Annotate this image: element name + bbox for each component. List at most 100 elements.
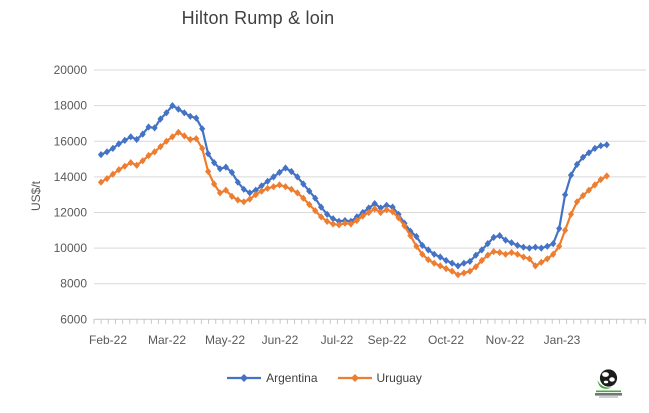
data-point-marker-argentina [133,135,140,144]
data-point-marker-argentina [544,242,551,250]
data-point-marker-argentina [484,240,491,248]
data-point-marker-argentina [216,165,224,173]
data-point-marker-uruguay [133,161,140,169]
legend-marker-uruguay [337,374,372,382]
data-point-marker-uruguay [335,221,343,229]
data-point-marker-argentina [460,259,468,267]
data-point-marker-argentina [127,133,134,141]
data-point-marker-uruguay [103,175,110,183]
data-point-marker-argentina [573,160,581,168]
legend-marker-argentina [227,374,262,382]
y-tick-label: 10000 [54,241,88,255]
data-point-marker-uruguay [181,132,188,140]
data-point-marker-argentina [562,191,569,199]
data-point-marker-argentina [472,251,479,259]
data-point-marker-uruguay [115,166,122,174]
data-point-marker-uruguay [407,232,414,240]
data-point-marker-argentina [454,262,462,270]
data-point-marker-argentina [466,257,473,265]
data-point-marker-argentina [597,142,604,150]
legend-diamond-icon [350,374,359,382]
data-point-marker-argentina [448,259,456,267]
data-point-marker-uruguay [597,175,604,184]
data-point-marker-uruguay [437,262,444,270]
data-point-marker-uruguay [365,208,372,217]
data-point-marker-argentina [508,239,515,247]
data-point-marker-uruguay [318,213,325,221]
data-point-marker-argentina [300,180,307,188]
data-point-marker-argentina [324,210,331,218]
data-point-marker-argentina [97,151,105,159]
data-point-marker-argentina [419,241,426,249]
data-point-marker-argentina [478,246,485,254]
data-point-marker-argentina [115,140,122,148]
data-point-marker-uruguay [502,250,509,258]
data-point-marker-uruguay [544,255,551,263]
data-point-marker-uruguay [139,157,146,165]
data-point-marker-uruguay [413,242,420,250]
data-point-marker-uruguay [306,200,313,209]
y-tick-label: 18000 [54,99,88,113]
data-point-marker-uruguay [211,180,218,188]
data-point-marker-uruguay [454,271,462,279]
data-point-marker-uruguay [591,181,598,189]
data-point-marker-argentina [211,159,218,167]
data-point-marker-argentina [282,164,289,172]
data-point-marker-uruguay [252,191,259,199]
data-point-marker-argentina [163,109,170,117]
data-point-marker-uruguay [282,183,289,191]
data-point-marker-uruguay [478,256,485,265]
data-point-marker-argentina [365,204,372,212]
y-tick-label: 6000 [60,312,87,326]
y-tick-label: 20000 [54,63,88,77]
logo-wordmark [595,390,622,398]
data-point-marker-uruguay [329,220,337,228]
x-tick-label: Nov-22 [486,333,525,347]
data-point-marker-argentina [437,253,444,261]
data-point-marker-argentina [264,177,271,185]
data-point-marker-uruguay [353,216,360,225]
legend-item-uruguay: Uruguay [337,371,422,385]
data-point-marker-uruguay [270,183,277,191]
data-point-marker-uruguay [341,219,349,227]
data-point-marker-uruguay [448,267,456,275]
data-point-marker-uruguay [276,181,283,189]
y-tick-label: 12000 [54,205,88,219]
data-point-marker-uruguay [514,250,521,258]
data-point-marker-uruguay [573,198,581,206]
data-point-marker-uruguay [175,128,182,136]
data-point-marker-argentina [240,185,247,193]
data-point-marker-uruguay [97,178,105,186]
y-tick-label: 8000 [60,277,87,291]
legend-label: Argentina [266,371,318,385]
legend-item-argentina: Argentina [227,371,318,385]
data-point-marker-uruguay [532,262,539,270]
x-tick-label: Jul-22 [321,333,354,347]
data-point-marker-argentina [169,102,176,110]
data-point-marker-uruguay [145,151,152,160]
data-point-marker-argentina [413,232,420,241]
data-point-marker-argentina [312,194,319,202]
data-point-marker-uruguay [216,189,224,197]
data-point-marker-argentina [175,105,182,113]
data-point-marker-argentina [193,114,200,122]
data-point-marker-argentina [383,201,390,209]
data-point-marker-argentina [139,130,146,138]
data-point-marker-argentina [567,171,575,179]
data-point-marker-uruguay [294,189,301,197]
data-point-marker-uruguay [383,206,390,214]
data-point-marker-uruguay [359,212,366,220]
data-point-marker-argentina [526,244,533,252]
data-point-marker-uruguay [109,170,116,178]
data-point-marker-uruguay [222,186,229,194]
x-tick-label: Feb-22 [89,333,127,347]
data-point-marker-uruguay [377,208,384,217]
data-point-marker-uruguay [603,172,610,180]
data-point-marker-uruguay [466,267,473,275]
x-tick-label: Oct-22 [428,333,464,347]
data-point-marker-uruguay [508,248,515,257]
data-point-marker-argentina [318,203,325,211]
data-point-marker-argentina [532,243,539,251]
data-point-marker-uruguay [234,196,241,204]
data-point-marker-argentina [294,173,301,181]
